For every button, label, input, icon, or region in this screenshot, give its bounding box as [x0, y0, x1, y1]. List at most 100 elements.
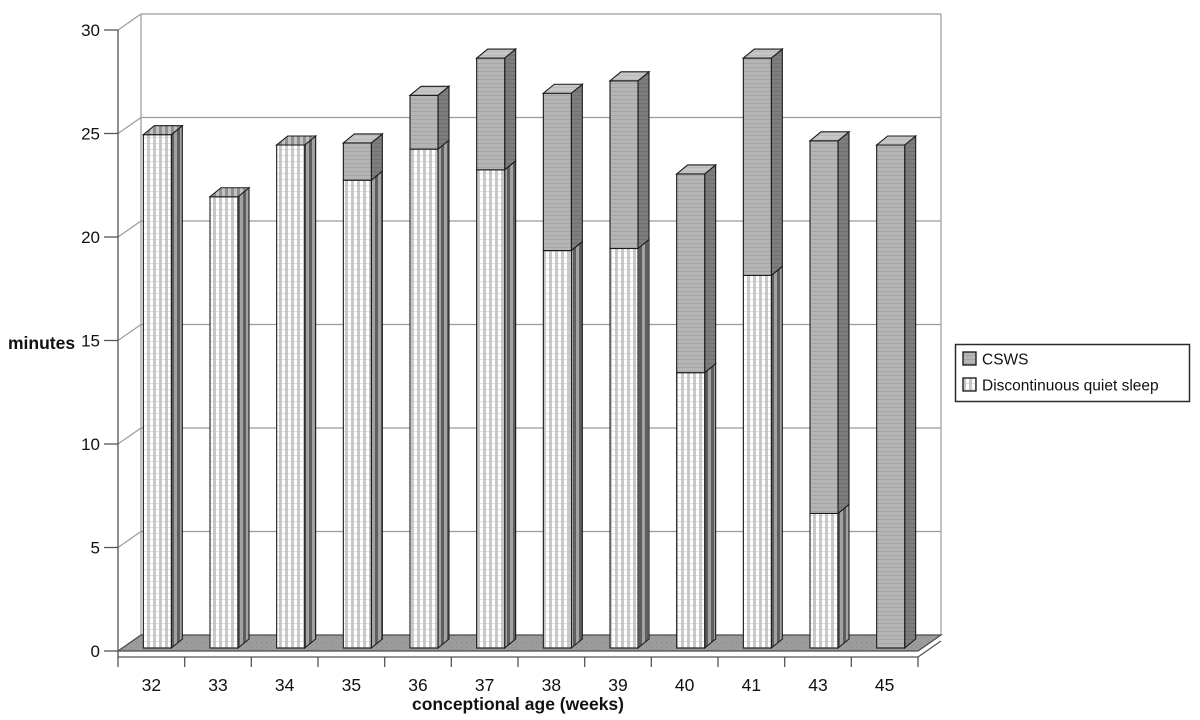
- bar-35-top: [341, 133, 384, 144]
- bars: [141, 47, 918, 650]
- bar-39-csws-side: [637, 70, 650, 250]
- x-tick-label-37: 37: [475, 675, 494, 695]
- bar-34-dqs-side: [304, 134, 317, 650]
- legend-label-csws: CSWS: [982, 352, 1029, 369]
- bar-32-top: [141, 125, 184, 136]
- bar-37: [475, 47, 518, 650]
- bar-40-csws-side: [704, 163, 717, 374]
- bar-40-dqs-side: [704, 362, 717, 650]
- x-tick-label-41: 41: [742, 675, 761, 695]
- bar-43-csws-front: [809, 140, 839, 515]
- bar-41-top: [741, 48, 784, 59]
- bar-32-dqs-side: [170, 124, 183, 650]
- bar-43-dqs-side: [837, 503, 850, 650]
- bar-35-dqs-side: [370, 170, 383, 650]
- bar-38: [541, 83, 584, 650]
- bar-38-dqs-side: [570, 240, 583, 650]
- bar-38-csws-front: [542, 92, 572, 252]
- x-tick-label-35: 35: [342, 675, 361, 695]
- bar-35-csws-front: [342, 142, 372, 181]
- bar-33-top: [208, 187, 251, 198]
- x-tick-labels: 32 33 34 35 36 37 38 39 40 41 43 45: [142, 675, 895, 695]
- bar-39-dqs-side: [637, 238, 650, 650]
- bar-39-dqs-front: [609, 247, 639, 649]
- y-tick-label-20: 20: [81, 228, 100, 247]
- bar-32: [141, 124, 184, 650]
- tick-connector-5: [117, 531, 142, 548]
- y-tick-label-10: 10: [81, 435, 100, 454]
- bar-41-csws-side: [770, 47, 783, 277]
- bar-40-dqs-front: [676, 372, 706, 649]
- bar-43: [808, 130, 851, 650]
- bar-34-top: [275, 135, 318, 146]
- tick-connector-20: [117, 220, 142, 238]
- y-tick-label-25: 25: [81, 125, 100, 144]
- legend-label-dqs: Discontinuous quiet sleep: [982, 378, 1159, 395]
- x-tick-label-38: 38: [542, 675, 561, 695]
- legend: CSWS Discontinuous quiet sleep: [954, 343, 1191, 403]
- bar-33-dqs-front: [209, 196, 239, 649]
- x-tick-label-36: 36: [408, 675, 427, 695]
- bar-41-dqs-side: [770, 265, 783, 650]
- y-tick-label-30: 30: [81, 21, 100, 40]
- bar-45-csws-front: [876, 144, 906, 649]
- bar-39: [608, 70, 651, 650]
- floor-plane: [116, 634, 943, 652]
- x-tick-label-32: 32: [142, 675, 161, 695]
- x-axis-depth-edge: [917, 640, 942, 658]
- tick-connector-15: [117, 324, 142, 341]
- bar-45-csws-side: [904, 134, 917, 650]
- bar-39-top: [608, 71, 651, 82]
- bar-37-dqs-side: [504, 159, 517, 650]
- bar-41: [741, 47, 784, 650]
- bar-40-csws-front: [676, 173, 706, 374]
- bar-36-csws-side: [437, 85, 450, 151]
- x-tick-label-45: 45: [875, 675, 894, 695]
- tick-connector-30: [117, 13, 142, 31]
- y-tick-labels: 0 5 10 15 20 25 30: [81, 21, 100, 661]
- tick-connector-25: [117, 117, 142, 134]
- bar-45-top: [875, 135, 918, 146]
- y-axis-title: minutes: [8, 333, 75, 353]
- x-tick-label-40: 40: [675, 675, 695, 695]
- bar-38-top: [541, 83, 584, 94]
- x-tick-label-33: 33: [208, 675, 227, 695]
- bar-35: [341, 132, 384, 650]
- bar-35-dqs-front: [342, 179, 372, 649]
- bar-37-dqs-front: [476, 169, 506, 649]
- bar-36-csws-front: [409, 94, 439, 150]
- bar-36-dqs-side: [437, 138, 450, 650]
- bar-38-dqs-front: [542, 250, 572, 649]
- bar-41-csws-front: [742, 57, 772, 276]
- bar-41-dqs-front: [742, 274, 772, 649]
- bar-32-dqs-front: [142, 134, 172, 649]
- legend-box: [954, 343, 1191, 403]
- bar-36: [408, 85, 451, 650]
- bar-37-csws-side: [504, 47, 517, 171]
- x-tick-label-43: 43: [808, 675, 827, 695]
- bar-37-top: [475, 48, 518, 59]
- legend-swatch-csws: [962, 351, 977, 366]
- chart-floor: [116, 634, 943, 652]
- bar-33-dqs-side: [237, 186, 250, 650]
- bar-33: [208, 186, 251, 650]
- bar-40-top: [675, 164, 718, 175]
- x-axis-title: conceptional age (weeks): [412, 694, 624, 714]
- bar-37-csws-front: [476, 57, 506, 171]
- bar-34-dqs-front: [276, 144, 306, 649]
- bar-34: [275, 134, 318, 650]
- x-tick-label-39: 39: [608, 675, 627, 695]
- back-wall-gridlines: [117, 13, 942, 652]
- x-tick-label-34: 34: [275, 675, 295, 695]
- y-tick-label-5: 5: [91, 539, 100, 558]
- bar-45: [875, 134, 918, 650]
- bar-43-csws-side: [837, 130, 850, 515]
- axes: [104, 29, 942, 667]
- bar-43-top: [808, 131, 851, 142]
- bar-36-top: [408, 85, 451, 96]
- y-tick-label-15: 15: [81, 332, 100, 351]
- bar-39-csws-front: [609, 80, 639, 250]
- bar-38-csws-side: [570, 83, 583, 252]
